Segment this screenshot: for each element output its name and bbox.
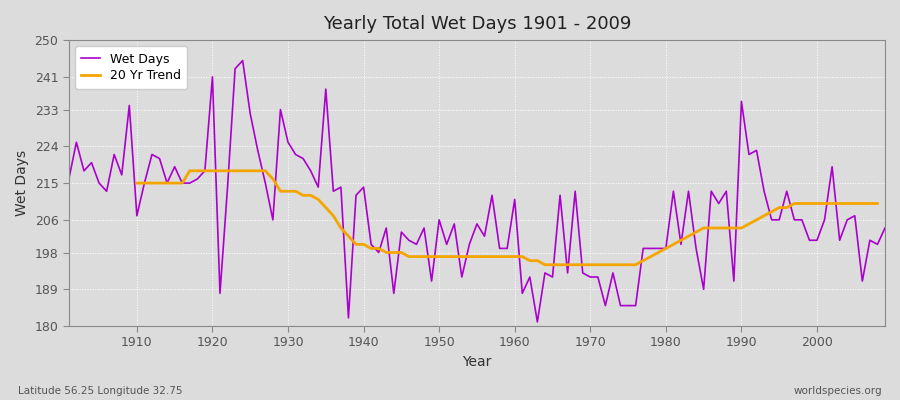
20 Yr Trend <box>728 226 739 230</box>
Title: Yearly Total Wet Days 1901 - 2009: Yearly Total Wet Days 1901 - 2009 <box>323 15 631 33</box>
Wet Days <box>298 156 309 161</box>
20 Yr Trend <box>336 226 346 230</box>
X-axis label: Year: Year <box>463 355 491 369</box>
20 Yr Trend <box>872 201 883 206</box>
20 Yr Trend <box>532 258 543 263</box>
20 Yr Trend <box>509 254 520 259</box>
Line: Wet Days: Wet Days <box>68 60 885 322</box>
Wet Days <box>532 320 543 324</box>
Line: 20 Yr Trend: 20 Yr Trend <box>137 171 877 265</box>
Wet Days <box>343 316 354 320</box>
Text: worldspecies.org: worldspecies.org <box>794 386 882 396</box>
20 Yr Trend <box>313 197 324 202</box>
20 Yr Trend <box>365 246 376 251</box>
Y-axis label: Wet Days: Wet Days <box>15 150 29 216</box>
20 Yr Trend <box>184 168 195 173</box>
20 Yr Trend <box>539 262 550 267</box>
Wet Days <box>63 176 74 181</box>
Wet Days <box>879 226 890 230</box>
Wet Days <box>238 58 248 63</box>
Wet Days <box>517 291 527 296</box>
20 Yr Trend <box>131 181 142 186</box>
Wet Days <box>615 303 626 308</box>
Legend: Wet Days, 20 Yr Trend: Wet Days, 20 Yr Trend <box>75 46 187 89</box>
Text: Latitude 56.25 Longitude 32.75: Latitude 56.25 Longitude 32.75 <box>18 386 183 396</box>
Wet Days <box>124 103 135 108</box>
Wet Days <box>509 197 520 202</box>
